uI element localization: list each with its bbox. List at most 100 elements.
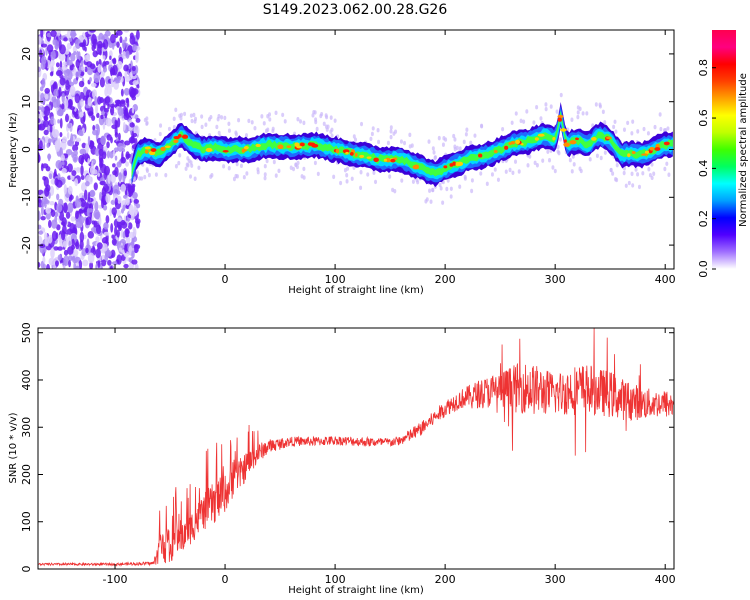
spectral-dot: [260, 114, 264, 119]
noise-blob: [63, 184, 67, 195]
noise-blob: [48, 219, 52, 229]
noise-blob: [68, 99, 73, 108]
noise-blob: [85, 247, 89, 254]
noise-blob: [103, 165, 111, 176]
noise-blob: [124, 71, 128, 79]
noise-blob: [97, 63, 102, 73]
spectral-dot: [329, 115, 333, 120]
noise-blob: [65, 113, 69, 123]
spectral-dot: [556, 144, 560, 150]
spectral-dot: [548, 158, 552, 163]
noise-blob: [52, 129, 59, 138]
y-tick-label: 0: [20, 146, 33, 153]
spectral-dot: [614, 129, 618, 134]
spectral-dot: [189, 174, 193, 179]
spectral-dot: [329, 129, 333, 134]
y-tick-label: 10: [20, 95, 33, 109]
noise-blob: [111, 261, 119, 266]
spectral-dot: [204, 122, 208, 127]
noise-blob: [84, 151, 89, 162]
noise-blob: [97, 172, 100, 177]
noise-blob: [136, 203, 141, 209]
spectral-dot: [631, 183, 635, 188]
spectral-dot: [227, 128, 231, 133]
spectral-dot: [145, 121, 149, 126]
noise-blob: [119, 100, 126, 107]
spectral-dot: [612, 124, 616, 130]
spectral-dot: [441, 200, 445, 205]
spectral-dot: [601, 109, 605, 115]
noise-blob: [74, 93, 80, 104]
noise-blob: [112, 65, 115, 76]
noise-blob: [59, 118, 63, 129]
spectral-dot: [256, 170, 260, 175]
noise-blob: [125, 161, 129, 167]
noise-blob: [110, 249, 116, 258]
spectral-dot: [377, 139, 381, 145]
noise-blob: [101, 186, 107, 198]
noise-blob: [122, 121, 126, 131]
snr-panel: -100 0 100 200 300 400 0 100 200 300 400 500 Heigh…: [8, 322, 676, 596]
ridge-hotspot: [641, 153, 649, 156]
spectral-dot: [372, 170, 376, 175]
noise-blob: [67, 122, 72, 129]
spectral-dot: [665, 161, 669, 166]
noise-blob: [91, 115, 96, 122]
noise-blob: [87, 231, 94, 239]
noise-blob: [90, 82, 97, 88]
spectral-dot: [445, 186, 449, 192]
spectral-dot: [147, 172, 151, 178]
spectral-dot: [194, 116, 198, 122]
noise-blob: [128, 257, 131, 263]
spectral-dot: [631, 119, 635, 124]
noise-blob: [50, 84, 55, 94]
ridge-hotspot: [510, 141, 516, 145]
noise-blob: [93, 72, 101, 84]
spectral-dot: [559, 137, 563, 142]
noise-blob: [129, 71, 133, 78]
spectral-dot: [514, 159, 518, 164]
noise-blob: [119, 36, 123, 44]
x-tick-label: -100: [103, 573, 128, 586]
ridge-hotspot: [222, 150, 229, 153]
noise-blob: [38, 106, 42, 111]
spectral-dot: [247, 118, 251, 124]
noise-blob: [79, 148, 87, 155]
spectral-dot: [359, 185, 363, 191]
noise-blob: [135, 117, 141, 123]
spectral-dot: [174, 107, 178, 113]
noise-blob: [109, 265, 113, 269]
spectral-dot: [570, 117, 574, 122]
ridge-hotspot: [627, 153, 631, 158]
spectral-dot: [458, 184, 462, 189]
noise-blob: [89, 140, 95, 148]
spectral-dot: [271, 128, 275, 134]
noise-blob: [74, 38, 82, 49]
noise-blob: [60, 154, 65, 162]
noise-blob: [89, 30, 96, 33]
noise-blob: [105, 249, 112, 257]
noise-blob: [71, 238, 75, 247]
noise-blob: [116, 254, 122, 265]
noise-blob: [56, 97, 60, 109]
noise-blob: [99, 180, 106, 186]
spectral-dot: [272, 159, 276, 165]
noise-blob: [128, 186, 134, 197]
noise-blob: [104, 86, 109, 97]
spectral-dot: [525, 109, 529, 114]
spectral-dot: [316, 171, 320, 177]
noise-blob: [110, 136, 113, 144]
spectral-dot: [227, 166, 231, 171]
noise-blob: [105, 117, 112, 127]
spectral-dot: [664, 127, 668, 133]
noise-blob: [109, 60, 113, 65]
x-tick-label: 200: [435, 273, 456, 286]
ridge-hotspot: [575, 137, 579, 141]
ridge-hotspot: [515, 139, 521, 145]
colorbar-tick-label: 0.6: [697, 109, 710, 127]
spectral-dot: [339, 180, 343, 186]
noise-blob: [47, 153, 51, 162]
ridge-hotspot: [663, 141, 670, 146]
noise-blob: [111, 238, 117, 246]
ridge-hotspot: [569, 140, 577, 145]
